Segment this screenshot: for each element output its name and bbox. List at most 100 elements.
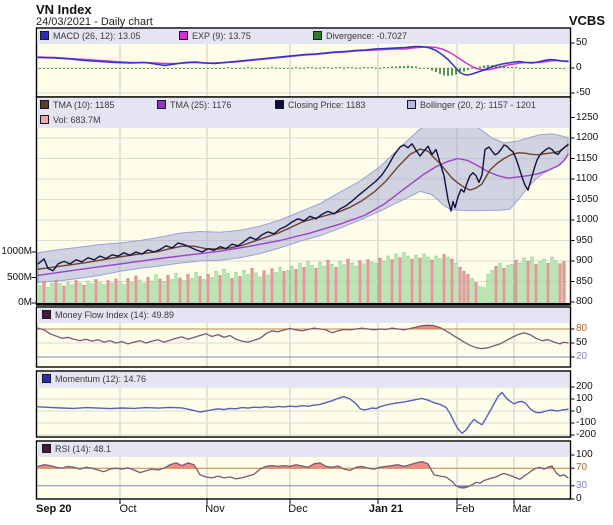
volume-bar	[206, 274, 210, 304]
price-ytick-label: 1000	[576, 214, 599, 225]
volume-bar	[558, 263, 562, 304]
volume-bar	[174, 273, 178, 304]
mfi-panel-border	[35, 306, 572, 368]
volume-bar	[82, 284, 86, 304]
volume-bar	[386, 255, 390, 304]
volume-bar	[442, 254, 446, 304]
volume-bar	[466, 274, 470, 304]
volume-bar	[562, 261, 566, 304]
volume-bar	[502, 268, 506, 304]
x-axis-label: Mar	[512, 503, 532, 515]
divergence-histogram	[39, 65, 565, 76]
price-ytick-label: 950	[576, 234, 593, 246]
rsi-ytick-label: 0	[576, 493, 582, 504]
x-axis-label: Jan 21	[368, 503, 404, 515]
volume-bar	[506, 264, 510, 304]
macd-legend-swatch-icon	[179, 31, 188, 40]
volume-bar	[462, 271, 466, 304]
mfi-ytick-label: 80	[576, 322, 588, 334]
volume-bar	[190, 278, 194, 304]
volume-bar	[322, 265, 326, 304]
volume-bar	[222, 269, 226, 304]
price-legend-label: Vol: 683.7M	[53, 115, 101, 125]
volume-bar	[214, 271, 218, 304]
volume-bar	[118, 281, 122, 304]
macd-legend-label: Divergence: -0.7027	[326, 31, 408, 41]
volume-bar	[530, 256, 534, 304]
momentum-ytick-label: 100	[576, 393, 593, 404]
price-legend-item: TMA (10): 1185	[40, 98, 114, 113]
macd-line	[37, 45, 569, 76]
volume-bar	[394, 253, 398, 304]
rsi-legend-label: RSI (14): 48.1	[55, 444, 112, 454]
volume-bar	[54, 279, 58, 304]
volume-ytick-label: 1000M	[1, 246, 32, 257]
price-ytick-label: 900	[576, 255, 593, 266]
volume-bar	[298, 262, 302, 304]
mfi-legend: Money Flow Index (14): 49.89	[37, 308, 569, 323]
momentum-line	[37, 391, 569, 434]
price-legend-label: Closing Price: 1183	[288, 100, 366, 110]
volume-bar	[426, 256, 430, 304]
volume-bar	[258, 276, 262, 304]
volume-bar	[78, 282, 82, 304]
volume-ytick-label: 0M	[18, 297, 32, 308]
volume-bar	[70, 284, 74, 304]
volume-bar	[38, 285, 42, 304]
macd-ytick-label: 50	[576, 37, 588, 48]
volume-bar	[142, 282, 146, 304]
rsi-ytick-label: 30	[576, 479, 588, 491]
volume-bar	[114, 278, 118, 304]
volume-bar	[542, 258, 546, 304]
momentum-legend: Momentum (12): 14.76	[37, 372, 569, 387]
volume-bar	[370, 261, 374, 304]
volume-bar	[270, 268, 274, 304]
momentum-legend-swatch-icon	[42, 374, 51, 383]
volume-bar	[130, 281, 134, 304]
volume-bar	[146, 277, 150, 304]
volume-bar	[238, 276, 242, 304]
volume-bar	[550, 256, 554, 304]
volume-bar	[246, 274, 250, 304]
volume-bar	[158, 278, 162, 304]
volume-bar	[438, 258, 442, 304]
rsi-overbought-fill	[38, 461, 568, 469]
volume-bar	[402, 252, 406, 304]
closing-price-line	[37, 143, 569, 272]
volume-bar	[338, 260, 342, 304]
volume-bar	[358, 260, 362, 304]
volume-bar	[378, 257, 382, 304]
volume-ytick-label: 500M	[6, 271, 32, 283]
volume-bar	[182, 280, 186, 304]
volume-bar	[242, 270, 246, 304]
volume-bar	[310, 264, 314, 304]
volume-bar	[494, 265, 498, 304]
volume-bar	[538, 260, 542, 304]
rsi-panel-plot-area	[36, 457, 571, 499]
mfi-legend-swatch-icon	[42, 310, 51, 319]
volume-bar	[50, 282, 54, 304]
macd-legend: MACD (26, 12): 13.05 EXP (9): 13.75 Diverg…	[37, 29, 569, 44]
volume-bar	[458, 266, 462, 304]
macd-ytick-label: -50	[576, 87, 591, 98]
volume-bar	[398, 257, 402, 304]
volume-bar	[254, 272, 258, 304]
momentum-panel-border	[35, 370, 572, 438]
tma10-line	[37, 143, 569, 270]
price-ytick-label: 1150	[576, 152, 598, 164]
tma25-line	[37, 153, 569, 277]
volume-bar	[422, 253, 426, 304]
momentum-legend-item: Momentum (12): 14.76	[42, 372, 146, 387]
mfi-ytick-label: 50	[576, 337, 588, 348]
volume-bar	[410, 258, 414, 304]
rsi-legend-swatch-icon	[42, 444, 51, 453]
price-legend-swatch-icon	[275, 100, 284, 109]
price-ytick-label: 800	[576, 296, 593, 307]
volume-bar	[166, 275, 170, 304]
volume-bar	[58, 283, 62, 304]
volume-bar	[278, 266, 282, 304]
price-legend-swatch-icon	[40, 115, 49, 124]
momentum-ytick-label: -200	[576, 429, 597, 440]
volume-bar	[110, 282, 114, 304]
macd-legend-item: MACD (26, 12): 13.05	[40, 29, 141, 44]
